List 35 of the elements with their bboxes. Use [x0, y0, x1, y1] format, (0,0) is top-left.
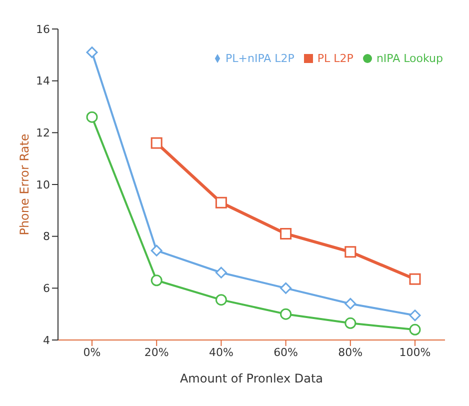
x-axis-title: Amount of Pronlex Data	[180, 372, 324, 386]
x-tick-label: 100%	[399, 346, 431, 359]
point	[409, 273, 421, 285]
y-tick-label: 10	[36, 178, 50, 192]
point	[280, 282, 292, 294]
point	[344, 246, 356, 258]
y-tick-label: 6	[43, 282, 50, 296]
point	[215, 294, 227, 306]
point	[409, 324, 421, 336]
point	[86, 46, 98, 58]
x-tick-label: 0%	[83, 346, 101, 359]
x-tick-label: 20%	[144, 346, 169, 359]
point	[86, 111, 98, 123]
y-tick-label: 12	[36, 126, 50, 140]
legend-label: PL L2P	[317, 52, 354, 65]
point	[280, 308, 292, 320]
point	[280, 228, 292, 240]
point	[215, 196, 227, 208]
legend-label: PL+nIPA L2P	[226, 52, 294, 65]
y-tick-label: 14	[36, 74, 50, 88]
x-tick-label: 80%	[338, 346, 363, 359]
y-tick-label: 4	[43, 334, 50, 347]
y-axis-title: Phone Error Rate	[17, 134, 32, 236]
x-tick-label: 40%	[208, 346, 234, 359]
point	[215, 266, 227, 278]
legend-label: nIPA Lookup	[376, 52, 443, 65]
point	[409, 310, 421, 322]
point	[150, 137, 162, 149]
point	[344, 317, 356, 329]
point	[150, 244, 162, 256]
x-tick-label: 60%	[274, 346, 298, 359]
point	[150, 274, 162, 286]
y-tick-label: 16	[36, 22, 50, 36]
y-tick-label: 8	[43, 230, 50, 244]
point	[344, 298, 356, 310]
